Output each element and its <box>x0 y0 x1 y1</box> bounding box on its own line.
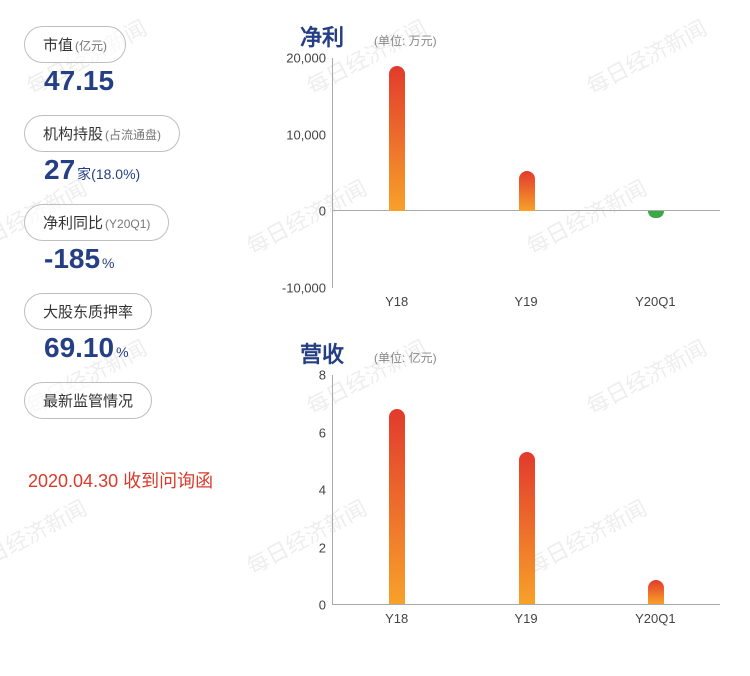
y-axis: -10,000010,00020,000 <box>270 58 332 288</box>
stat-value: -185% <box>44 243 230 275</box>
left-column: 市值(亿元)47.15机构持股(占流通盘)27家(18.0%)净利同比(Y20Q… <box>0 0 240 676</box>
stat-pill: 市值(亿元) <box>24 26 126 63</box>
main-container: 市值(亿元)47.15机构持股(占流通盘)27家(18.0%)净利同比(Y20Q… <box>0 0 750 676</box>
x-axis: Y18Y19Y20Q1 <box>332 611 720 626</box>
right-column: 净利(单位: 万元)-10,000010,00020,000Y18Y19Y20Q… <box>240 0 750 676</box>
y-tick-label: 2 <box>319 540 326 555</box>
stat-value-number: 27 <box>44 154 75 185</box>
x-tick-label: Y20Q1 <box>591 294 720 309</box>
x-tick-label: Y18 <box>332 611 461 626</box>
stat-value-unit: % <box>102 255 114 271</box>
stat-label: 机构持股 <box>43 126 103 143</box>
x-tick-label: Y20Q1 <box>591 611 720 626</box>
y-tick-label: 6 <box>319 425 326 440</box>
chart-bar <box>389 66 405 212</box>
y-axis: 02468 <box>270 375 332 605</box>
chart-bar <box>648 580 664 604</box>
x-tick-label: Y18 <box>332 294 461 309</box>
chart-plot <box>332 58 720 288</box>
stat-value-unit: % <box>116 344 128 360</box>
y-tick-label: 4 <box>319 483 326 498</box>
x-axis: Y18Y19Y20Q1 <box>332 294 720 309</box>
footnote: 2020.04.30 收到问询函 <box>28 467 230 493</box>
chart-bar <box>519 452 535 604</box>
chart-title: 营收 <box>300 337 344 369</box>
stat-label: 最新监管情况 <box>43 393 133 410</box>
stat-value-number: 69.10 <box>44 332 114 363</box>
stat-value-number: -185 <box>44 243 100 274</box>
chart-unit-label: (单位: 亿元) <box>374 349 437 366</box>
chart-plot <box>332 375 720 605</box>
chart-header: 营收 (单位: 亿元) <box>300 337 720 369</box>
chart-area: 02468 <box>270 375 720 605</box>
stat-block: 大股东质押率 69.10% <box>24 293 230 364</box>
stat-pill: 净利同比(Y20Q1) <box>24 204 169 241</box>
stat-block: 净利同比(Y20Q1)-185% <box>24 204 230 275</box>
chart-block: 营收 (单位: 亿元) 0 2 4 6 8 Y18Y19Y20Q1 <box>270 337 720 626</box>
chart-area: -10,000010,00020,000 <box>270 58 720 288</box>
stat-block: 机构持股(占流通盘)27家(18.0%) <box>24 115 230 186</box>
stat-sublabel: (亿元) <box>75 39 107 53</box>
y-tick-label: -10,000 <box>282 281 326 296</box>
stat-value: 69.10% <box>44 332 230 364</box>
chart-bar <box>519 171 535 211</box>
chart-bar <box>648 211 664 218</box>
stat-value: 47.15 <box>44 65 230 97</box>
stat-label: 净利同比 <box>43 215 103 232</box>
chart-block: 净利 (单位: 万元) -10,000 0 10,000 20,000 Y18Y19Y20Q… <box>270 20 720 309</box>
stat-block: 市值(亿元)47.15 <box>24 26 230 97</box>
stat-label: 大股东质押率 <box>43 304 133 321</box>
stat-pill: 最新监管情况 <box>24 382 152 419</box>
y-tick-label: 20,000 <box>286 51 326 66</box>
stat-label: 市值 <box>43 37 73 54</box>
stat-sublabel: (占流通盘) <box>105 128 161 142</box>
y-tick-label: 0 <box>319 598 326 613</box>
x-tick-label: Y19 <box>461 611 590 626</box>
stat-sublabel: (Y20Q1) <box>105 217 150 231</box>
stat-value-number: 47.15 <box>44 65 114 96</box>
y-tick-label: 10,000 <box>286 127 326 142</box>
stat-pill: 大股东质押率 <box>24 293 152 330</box>
y-tick-label: 0 <box>319 204 326 219</box>
y-tick-label: 8 <box>319 368 326 383</box>
stat-block: 最新监管情况 <box>24 382 230 419</box>
x-tick-label: Y19 <box>461 294 590 309</box>
stat-value-unit: 家(18.0%) <box>77 166 140 182</box>
chart-header: 净利 (单位: 万元) <box>300 20 720 52</box>
chart-bar <box>389 409 405 605</box>
stat-value: 27家(18.0%) <box>44 154 230 186</box>
chart-unit-label: (单位: 万元) <box>374 32 437 49</box>
stat-pill: 机构持股(占流通盘) <box>24 115 180 152</box>
chart-title: 净利 <box>300 20 344 52</box>
